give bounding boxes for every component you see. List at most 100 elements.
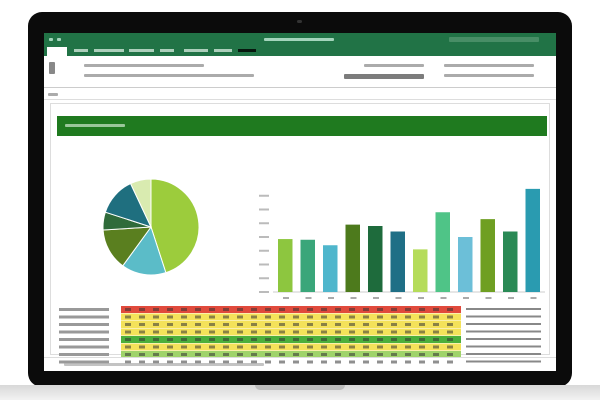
cell-value — [419, 308, 425, 311]
cell-value — [377, 360, 383, 364]
cell-value — [307, 338, 313, 341]
cell-value — [209, 360, 215, 364]
tab-file[interactable] — [47, 47, 67, 56]
cell-value — [391, 345, 397, 349]
cell-value — [195, 360, 201, 364]
y-tick-label — [259, 194, 269, 197]
cell-value — [363, 323, 369, 326]
cell-value — [363, 308, 369, 311]
notes-cell — [466, 330, 541, 333]
heatmap-row — [121, 343, 461, 351]
cell-value — [279, 315, 285, 319]
cell-value — [293, 338, 299, 341]
sheet-tabs[interactable] — [44, 357, 556, 371]
sheet-tab-list[interactable] — [64, 363, 264, 366]
cell-value — [447, 315, 453, 319]
x-tick-label — [283, 297, 289, 299]
cell-value — [237, 315, 243, 319]
tab-insert[interactable] — [94, 49, 124, 52]
x-tick-label — [305, 297, 312, 299]
search-box[interactable] — [449, 37, 539, 42]
cell-value — [279, 323, 285, 326]
cell-value — [433, 315, 439, 319]
save-icon[interactable] — [49, 38, 53, 41]
tab-review[interactable] — [214, 49, 232, 52]
tab-page-layout[interactable] — [129, 49, 154, 52]
cell-value — [419, 345, 425, 349]
cell-value — [293, 330, 299, 334]
cell-value — [223, 323, 229, 326]
styles-group[interactable] — [344, 74, 424, 79]
cell-value — [167, 330, 173, 334]
cell-value — [419, 360, 425, 364]
cell-value — [153, 360, 159, 364]
tab-formulas[interactable] — [160, 49, 174, 52]
cell-value — [391, 323, 397, 326]
conditional-formatting[interactable] — [364, 64, 424, 67]
formula-bar[interactable] — [44, 89, 556, 100]
cell-value — [349, 323, 355, 326]
cell-value — [419, 338, 425, 341]
cell-value — [363, 330, 369, 334]
x-tick-label — [350, 297, 357, 299]
cell-value — [307, 353, 313, 356]
bar — [458, 237, 473, 292]
undo-icon[interactable] — [57, 38, 61, 41]
notes-cell — [466, 308, 541, 310]
cell-value — [447, 330, 453, 334]
cell-value — [279, 330, 285, 334]
tab-data[interactable] — [184, 49, 208, 52]
cell-value — [265, 323, 271, 326]
cell-value — [125, 330, 131, 334]
cells-group[interactable] — [444, 64, 534, 67]
cell-value — [321, 323, 327, 326]
tab-home[interactable] — [74, 49, 88, 52]
cell-value — [181, 308, 187, 311]
cell-value — [349, 330, 355, 334]
cell-value — [223, 315, 229, 319]
row-label — [59, 353, 109, 356]
x-tick-label — [328, 297, 334, 299]
cell-value — [321, 345, 327, 349]
y-tick-label — [259, 208, 269, 211]
cell-value — [279, 308, 285, 311]
cell-value — [139, 345, 145, 349]
worksheet[interactable] — [50, 103, 550, 366]
tab-view[interactable] — [238, 49, 256, 52]
cell-value — [405, 353, 411, 356]
cell-value — [349, 360, 355, 364]
row-label — [59, 330, 109, 334]
format-controls[interactable] — [84, 74, 254, 77]
cell-value — [167, 308, 173, 311]
cell-value — [377, 353, 383, 356]
pie-slice — [129, 178, 152, 228]
cell-value — [237, 323, 243, 326]
cell-value — [209, 315, 215, 319]
y-tick-label — [259, 249, 269, 252]
bar — [413, 249, 428, 292]
cell-value — [405, 330, 411, 334]
x-tick-label — [373, 297, 379, 299]
cell-value — [391, 338, 397, 341]
cell-value — [405, 323, 411, 326]
name-box[interactable] — [48, 93, 58, 96]
ribbon-tabs — [44, 46, 556, 56]
cell-value — [125, 323, 131, 326]
cell-value — [307, 345, 313, 349]
cell-value — [153, 315, 159, 319]
font-controls[interactable] — [84, 64, 204, 67]
cell-value — [223, 330, 229, 334]
cell-value — [195, 353, 201, 356]
cell-value — [447, 360, 453, 364]
cell-value — [153, 353, 159, 356]
editing-group[interactable] — [444, 74, 534, 77]
cell-value — [139, 330, 145, 334]
cell-value — [307, 360, 313, 364]
paste-icon[interactable] — [49, 62, 55, 74]
cell-value — [349, 353, 355, 356]
cell-value — [363, 338, 369, 341]
cell-value — [237, 360, 243, 364]
cell-value — [251, 315, 257, 319]
cell-value — [419, 353, 425, 356]
cell-value — [321, 308, 327, 311]
